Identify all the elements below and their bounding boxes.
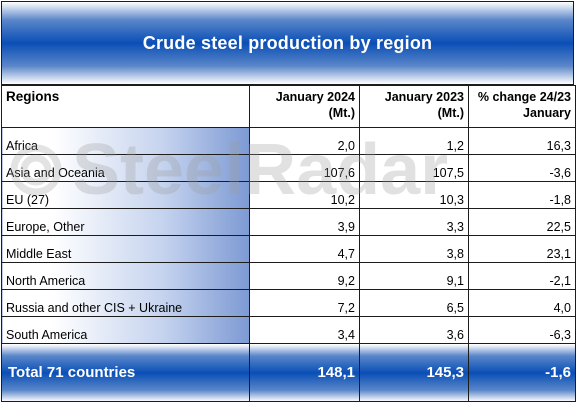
change-cell: 23,1 xyxy=(468,235,576,263)
table-row: Russia and other CIS + Ukraine 7,2 6,5 4… xyxy=(1,289,576,317)
change-cell: -3,6 xyxy=(468,154,576,182)
table-row: Europe, Other 3,9 3,3 22,5 xyxy=(1,208,576,236)
change-cell: 22,5 xyxy=(468,208,576,236)
region-cell: Asia and Oceania xyxy=(1,154,250,182)
jan2023-cell: 3,3 xyxy=(359,208,469,236)
jan2024-cell: 7,2 xyxy=(249,289,360,317)
table-row: Asia and Oceania 107,6 107,5 -3,6 xyxy=(1,154,576,182)
table-row: Middle East 4,7 3,8 23,1 xyxy=(1,235,576,263)
column-header-change-line1: % change 24/23 xyxy=(477,90,571,104)
total-change-cell: -1,6 xyxy=(468,343,576,402)
table-title: Crude steel production by region xyxy=(142,32,433,53)
change-cell: -1,8 xyxy=(468,181,576,209)
region-cell: Africa xyxy=(1,127,250,155)
jan2024-cell: 10,2 xyxy=(249,181,360,209)
column-header-regions: Regions xyxy=(1,85,250,128)
total-row: Total 71 countries 148,1 145,3 -1,6 xyxy=(1,343,576,402)
region-cell: South America xyxy=(1,316,250,344)
region-cell: Europe, Other xyxy=(1,208,250,236)
total-label-cell: Total 71 countries xyxy=(1,343,250,402)
jan2023-cell: 3,6 xyxy=(359,316,469,344)
total-jan2024-cell: 148,1 xyxy=(249,343,360,402)
jan2023-cell: 10,3 xyxy=(359,181,469,209)
column-header-jan2023-line2: (Mt.) xyxy=(437,106,464,120)
table-row: North America 9,2 9,1 -2,1 xyxy=(1,262,576,290)
column-header-jan2024-line2: (Mt.) xyxy=(328,106,355,120)
jan2024-cell: 107,6 xyxy=(249,154,360,182)
column-header-change: % change 24/23 January xyxy=(468,85,576,128)
jan2024-cell: 4,7 xyxy=(249,235,360,263)
column-header-jan2023: January 2023 (Mt.) xyxy=(359,85,469,128)
column-header-change-line2: January xyxy=(523,106,571,120)
jan2024-cell: 3,4 xyxy=(249,316,360,344)
region-cell: EU (27) xyxy=(1,181,250,209)
table-row: South America 3,4 3,6 -6,3 xyxy=(1,316,576,344)
column-header-jan2024-line1: January 2024 xyxy=(275,90,355,104)
jan2024-cell: 2,0 xyxy=(249,127,360,155)
change-cell: -6,3 xyxy=(468,316,576,344)
column-header-row: Regions January 2024 (Mt.) January 2023 … xyxy=(1,85,576,128)
change-cell: 4,0 xyxy=(468,289,576,317)
change-cell: -2,1 xyxy=(468,262,576,290)
jan2024-cell: 3,9 xyxy=(249,208,360,236)
jan2024-cell: 9,2 xyxy=(249,262,360,290)
jan2023-cell: 107,5 xyxy=(359,154,469,182)
jan2023-cell: 9,1 xyxy=(359,262,469,290)
column-header-jan2023-line1: January 2023 xyxy=(384,90,464,104)
region-cell: Russia and other CIS + Ukraine xyxy=(1,289,250,317)
jan2023-cell: 6,5 xyxy=(359,289,469,317)
jan2023-cell: 1,2 xyxy=(359,127,469,155)
table-row: EU (27) 10,2 10,3 -1,8 xyxy=(1,181,576,209)
table-row: Africa 2,0 1,2 16,3 xyxy=(1,127,576,155)
change-cell: 16,3 xyxy=(468,127,576,155)
total-jan2023-cell: 145,3 xyxy=(359,343,469,402)
table-title-banner: Crude steel production by region xyxy=(1,1,574,85)
region-cell: North America xyxy=(1,262,250,290)
production-table: Regions January 2024 (Mt.) January 2023 … xyxy=(1,85,576,402)
region-cell: Middle East xyxy=(1,235,250,263)
jan2023-cell: 3,8 xyxy=(359,235,469,263)
column-header-jan2024: January 2024 (Mt.) xyxy=(249,85,360,128)
